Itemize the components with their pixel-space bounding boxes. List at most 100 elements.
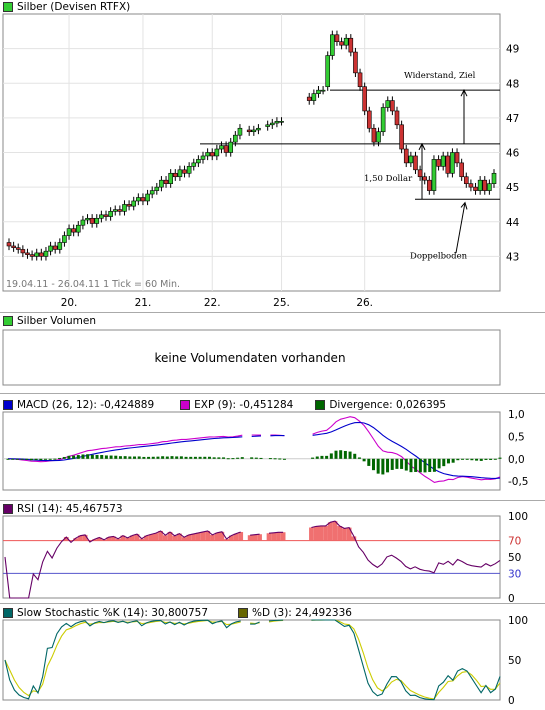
macd-chart: 1,0 0,5 0,0 -0,5 [2,409,529,491]
rsi-overbought-fill [252,534,258,541]
candle-body [66,228,72,236]
silber-legend-swatch [3,2,13,12]
candle-body [140,197,146,202]
candle-body [311,93,317,101]
candle-body [251,129,257,133]
macd-divergence-bar [58,457,62,459]
candle-body [390,100,395,112]
macd-divergence-bar [179,456,183,459]
candle-body [103,214,109,217]
candle-body [325,55,331,88]
rsi-overbought-fill [337,526,343,541]
candle-body [463,176,469,184]
candle-body [71,228,76,233]
candle-body [422,176,428,181]
candle-body [306,96,312,101]
macd-divergence-bar [212,457,216,459]
macd-divergence-bar [217,457,221,459]
macd-divergence-bar [67,455,71,459]
candle-body [330,34,335,56]
rsi-overbought-fill [332,521,338,541]
macd-divergence-bar [142,456,146,459]
rsi-overbought-fill [219,531,225,541]
macd-divergence-bar [6,458,10,460]
rsi-overbought-fill [228,535,234,541]
macd-divergence-bar [353,453,357,459]
candle-body [52,245,58,250]
candle-body [196,159,201,164]
macd-divergence-bar [470,458,474,461]
candle-body [39,252,44,257]
macd-divergence-bar [34,458,38,461]
macd-divergence-bar [409,458,413,473]
candle-body [43,250,49,257]
macd-divergence-bar [325,455,329,459]
macd-divergence-bar [128,456,132,459]
candle-body [362,86,367,112]
annotation-double-bottom: Doppelboden [410,252,468,262]
volume-legend-label: Silber Volumen [17,315,96,327]
macd-divergence-bar [493,458,497,460]
stoch-y-tick: 100 [508,615,528,627]
candle-body [371,127,377,143]
macd-line [8,421,501,479]
macd-divergence-bar [198,456,202,459]
rsi-overbought-fill [266,533,272,541]
macd-divergence-bar [133,456,137,459]
macd-divergence-bar [147,456,151,459]
price-y-tick: 44 [506,217,520,229]
rsi-overbought-fill [167,531,173,541]
exp-legend-swatch [180,400,191,410]
macd-divergence-bar [156,456,160,459]
candle-body [357,72,363,88]
candle-body [376,131,381,143]
candle-body [6,242,12,247]
macd-divergence-bar [386,458,390,473]
rsi-overbought-fill [82,534,88,541]
rsi-y-tick: 30 [508,568,521,580]
candle-body [445,155,451,174]
separator [0,393,545,394]
rsi-y-tick: 50 [508,552,521,564]
rsi-overbought-fill [351,536,357,541]
candle-body [413,155,418,171]
macd-divergence-bar [348,451,352,459]
rsi-overbought-fill [309,527,314,541]
rsi-overbought-fill [313,526,319,541]
candle-body [136,197,141,202]
stoch-k-legend-swatch [3,608,13,618]
macd-divergence-bar [236,457,240,459]
macd-divergence-bar [90,454,94,459]
macd-divergence-bar [39,458,43,461]
macd-y-tick: 0,0 [508,454,525,466]
macd-divergence-bar [414,458,418,472]
candle-body [246,129,252,133]
price-x-tick: 22. [204,297,221,309]
rsi-overbought-fill [139,538,145,541]
annotation-arrow [455,202,466,254]
annotation-arrowhead [418,142,426,151]
candle-body [200,155,206,160]
macd-divergence-bar [100,455,104,459]
annotation-arrowhead [460,89,468,97]
candle-body [62,235,67,243]
candle-body [75,224,81,233]
macd-divergence-bar [86,454,90,459]
volume-legend: Silber Volumen [0,314,545,328]
stoch-k-legend-label: Slow Stochastic %K (14): 30,800757 [17,607,209,619]
macd-divergence-bar [240,457,244,459]
macd-divergence-bar [43,458,47,460]
macd-divergence-bar [165,456,169,459]
macd-divergence-bar [250,457,254,459]
candle-body [477,179,483,191]
stoch-y-tick: 0 [508,695,515,707]
candle-body [399,124,404,150]
macd-divergence-bar [315,456,319,459]
candle-body [394,110,400,126]
candle-body [408,155,414,164]
rsi-overbought-fill [195,532,201,541]
macd-divergence-bar [371,458,375,471]
candle-body [228,141,234,153]
chart-info-text: 19.04.11 - 26.04.11 1 Tick = 60 Min. [6,279,180,290]
macd-divergence-bar [395,458,399,469]
